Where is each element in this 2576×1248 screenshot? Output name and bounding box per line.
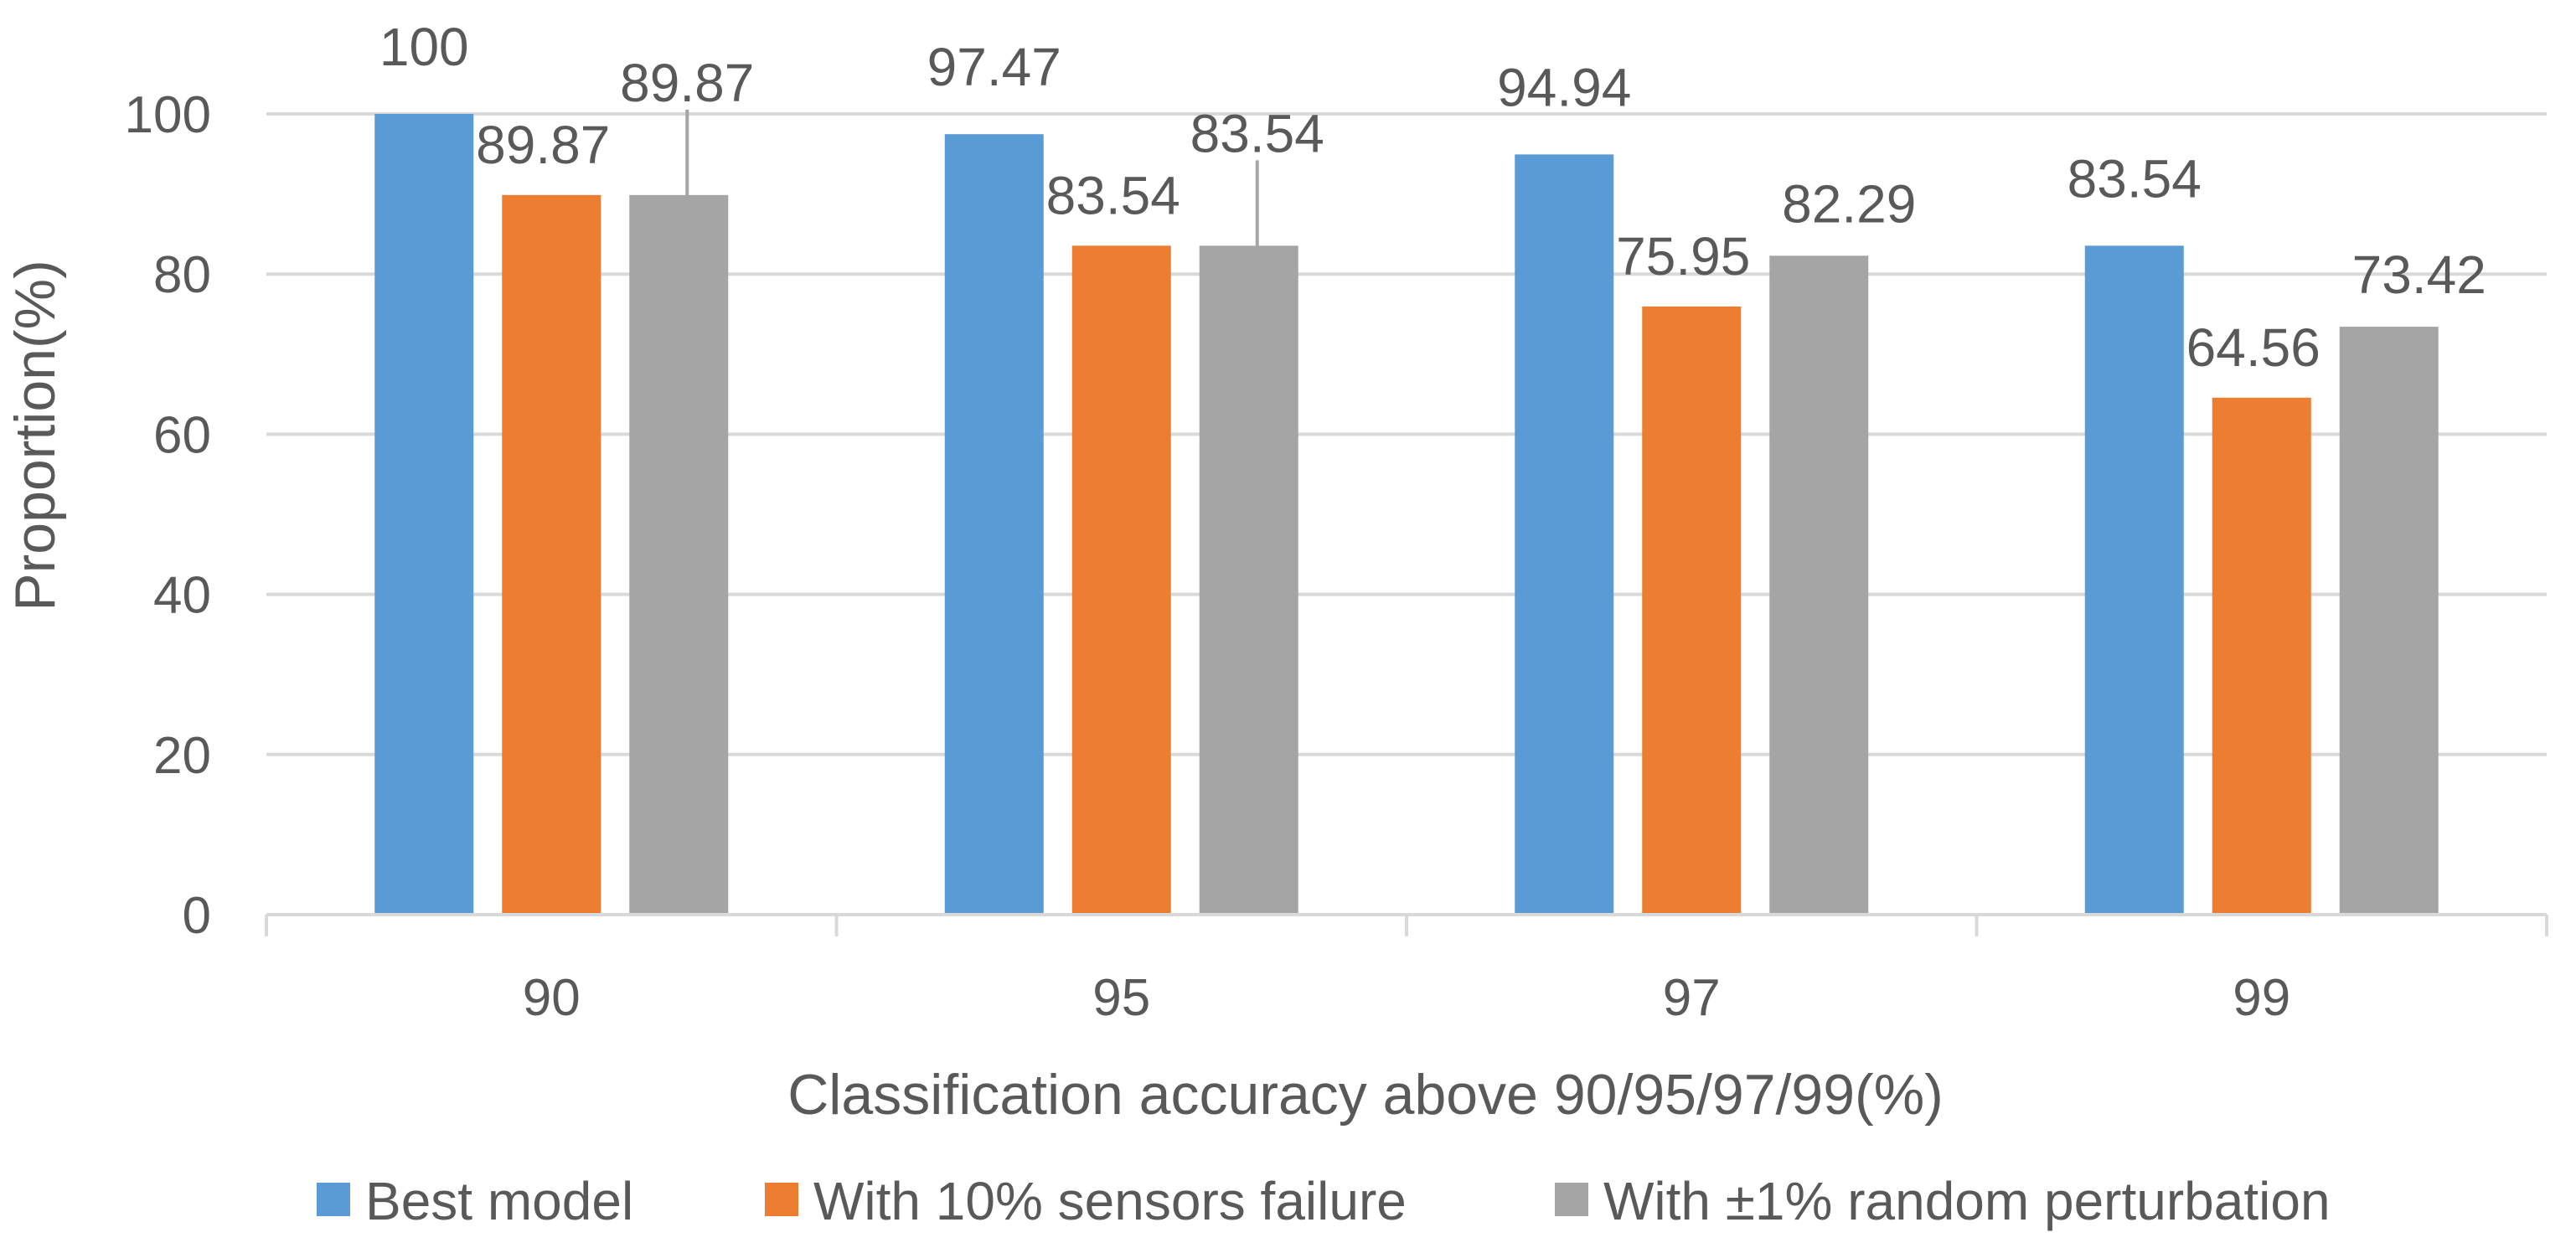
legend-swatch xyxy=(317,1183,350,1216)
bar xyxy=(2212,397,2311,915)
bar xyxy=(374,114,474,915)
data-label: 94.94 xyxy=(1497,57,1631,117)
x-tick-label: 90 xyxy=(523,969,581,1027)
legend-label: With ±1% random perturbation xyxy=(1603,1171,2331,1231)
x-tick-label: 97 xyxy=(1663,969,1721,1027)
data-label: 97.47 xyxy=(927,37,1061,97)
y-tick-label: 0 xyxy=(183,887,211,945)
bar xyxy=(2339,327,2439,915)
data-label: 83.54 xyxy=(2068,148,2202,209)
legend-label: Best model xyxy=(365,1171,633,1231)
legend-label: With 10% sensors failure xyxy=(813,1171,1407,1231)
data-label: 89.87 xyxy=(476,115,610,175)
gridlines xyxy=(266,112,2547,756)
legend-swatch xyxy=(1555,1183,1588,1216)
y-tick-label: 80 xyxy=(153,246,211,304)
x-tick-label: 95 xyxy=(1092,969,1150,1027)
bar xyxy=(1071,245,1171,915)
data-label: 83.54 xyxy=(1190,103,1324,163)
data-label: 89.87 xyxy=(620,53,754,113)
legend-swatch xyxy=(765,1183,798,1216)
data-label: 82.29 xyxy=(1782,173,1916,234)
x-tick-label: 99 xyxy=(2233,969,2290,1027)
bar xyxy=(1199,245,1298,915)
bar xyxy=(629,194,729,915)
x-axis-title: Classification accuracy above 90/95/97/9… xyxy=(787,1063,1944,1127)
data-label: 100 xyxy=(379,17,469,77)
y-tick-label: 40 xyxy=(153,567,211,625)
bars xyxy=(374,114,2439,915)
bar xyxy=(2084,245,2184,915)
legend: Best model With 10% sensors failure With ±… xyxy=(317,1171,2331,1231)
bar xyxy=(1769,255,1869,915)
y-tick-label: 20 xyxy=(153,727,211,785)
y-tick-label: 60 xyxy=(153,406,211,464)
data-label: 75.95 xyxy=(1616,226,1750,286)
y-tick-label: 100 xyxy=(125,86,211,144)
bar xyxy=(944,134,1044,915)
data-label: 73.42 xyxy=(2352,245,2486,305)
data-label: 83.54 xyxy=(1046,165,1180,225)
axes: 0 20 40 60 80 100 90 95 97 99 xyxy=(125,86,2548,1027)
bar xyxy=(502,194,601,915)
bar xyxy=(1642,306,1742,915)
y-axis-title: Proportion(%) xyxy=(3,260,67,611)
data-label: 64.56 xyxy=(2186,317,2320,378)
bar xyxy=(1515,154,1614,915)
